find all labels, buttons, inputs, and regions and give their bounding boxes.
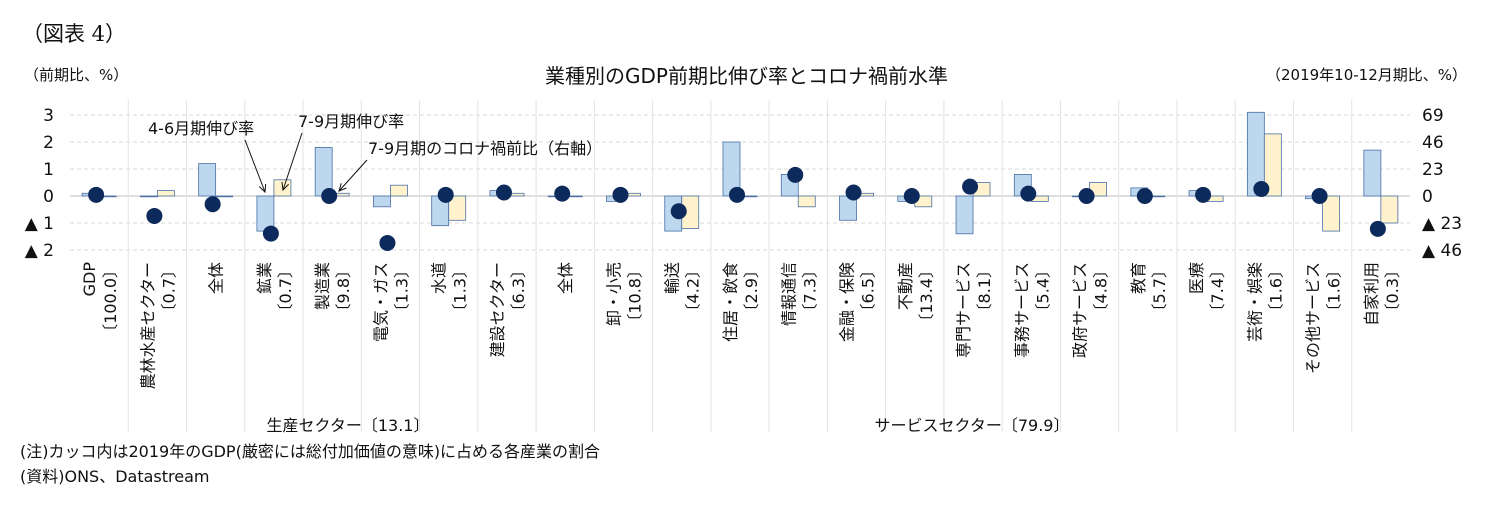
- figure-label: （図表 4）: [22, 22, 127, 46]
- sector-label: 生産セクター〔13.1〕: [267, 416, 430, 435]
- data-point: [1020, 185, 1037, 202]
- bar: [1363, 149, 1382, 197]
- category-label: 卸・小売 〔10.8〕: [604, 262, 644, 330]
- category-label: 芸術・娯楽 〔1.6〕: [1245, 262, 1285, 342]
- data-point: [262, 225, 279, 242]
- right-tick-label: 23: [1422, 160, 1444, 180]
- category-label: 政府サービス 〔4.8〕: [1071, 262, 1111, 358]
- data-point: [437, 186, 454, 203]
- bar: [1380, 195, 1399, 224]
- data-point: [1369, 220, 1386, 237]
- right-axis-unit: （2019年10-12月期比、%）: [1265, 66, 1467, 84]
- left-axis-unit: （前期比、%）: [24, 66, 129, 84]
- chart-note: (注)カッコ内は2019年のGDP(厳密には総付加価値の意味)に占める各産業の割…: [20, 442, 601, 461]
- right-tick-label: ▲ 23: [1422, 214, 1462, 234]
- data-point: [554, 185, 571, 202]
- bar: [448, 195, 467, 221]
- category-label: 輸送 〔4.2〕: [663, 262, 703, 319]
- chart-source: (資料)ONS、Datastream: [20, 467, 210, 486]
- annotation-label: 4-6月期伸び率: [148, 119, 254, 138]
- data-point: [612, 186, 629, 203]
- category-label: 全体: [556, 262, 575, 294]
- data-point: [670, 203, 687, 220]
- bar: [390, 184, 408, 197]
- left-tick-label: 0: [43, 187, 54, 207]
- annotation-arrowhead: [281, 182, 289, 192]
- category-label: 情報通信 〔7.3〕: [779, 262, 819, 326]
- category-label: 不動産 〔13.4〕: [896, 262, 936, 330]
- annotation-label: 7-9月期のコロナ禍前比（右軸）: [368, 139, 602, 158]
- bar: [797, 195, 816, 208]
- annotation-label: 7-9月期伸び率: [298, 112, 404, 131]
- category-label: GDP 〔100.0〕: [80, 262, 120, 340]
- data-point: [962, 178, 979, 195]
- right-tick-label: 46: [1422, 133, 1444, 153]
- category-label: 鉱業 〔0.7〕: [255, 262, 295, 319]
- category-label: 農林水産セクター 〔0.7〕: [138, 262, 178, 389]
- bar: [1322, 195, 1341, 232]
- data-point: [379, 234, 396, 251]
- chart-title: 業種別のGDP前期比伸び率とコロナ禍前水準: [545, 64, 948, 88]
- left-tick-label: 2: [43, 133, 54, 153]
- category-label: 水道 〔1.3〕: [430, 262, 470, 319]
- data-point: [1078, 188, 1095, 204]
- annotation-arrowhead: [338, 183, 347, 192]
- left-tick-label: ▲ 1: [25, 214, 54, 234]
- left-tick-label: 1: [43, 160, 54, 180]
- category-label: 建設セクター 〔6.3〕: [488, 262, 528, 357]
- category-label: 製造業 〔9.8〕: [313, 262, 353, 319]
- category-label: 教育 〔5.7〕: [1129, 262, 1169, 319]
- category-label: 専門サービス 〔8.1〕: [954, 262, 994, 358]
- bar: [955, 195, 974, 235]
- bar: [1263, 133, 1282, 197]
- data-point: [321, 188, 338, 204]
- right-tick-label: 0: [1422, 187, 1433, 207]
- data-point: [495, 184, 512, 201]
- bar: [198, 163, 217, 197]
- data-point: [1195, 186, 1212, 203]
- category-label: 医療 〔7.4〕: [1187, 262, 1227, 319]
- data-point: [1136, 188, 1153, 204]
- data-point: [146, 207, 163, 224]
- data-point: [787, 166, 804, 183]
- chart-canvas: 3 2 1 0 ▲ 1 ▲ 2 69 46 23 0 ▲ 23 ▲ 46 GDP 〔100.0〕 農林水…: [25, 100, 1462, 435]
- left-tick-label: 3: [43, 106, 54, 126]
- data-point: [1253, 180, 1270, 197]
- data-point: [729, 186, 745, 203]
- category-label: 金融・保険 〔6.5〕: [838, 262, 878, 342]
- sector-label: サービスセクター〔79.9〕: [875, 416, 1070, 435]
- right-tick-label: 69: [1422, 106, 1444, 126]
- bar: [139, 195, 158, 198]
- bar: [373, 195, 391, 208]
- data-point: [845, 184, 862, 201]
- category-label: 電気・ガス 〔1.3〕: [371, 262, 411, 342]
- category-label: 全体: [207, 262, 226, 294]
- data-point: [88, 186, 105, 203]
- category-label: 事務サービス 〔5.4〕: [1012, 262, 1052, 358]
- right-tick-label: ▲ 46: [1422, 241, 1462, 261]
- annotation-arrow: [244, 139, 266, 193]
- category-label: 自家利用 〔0.3〕: [1362, 262, 1402, 326]
- category-label: 住居・飲食 〔2.9〕: [721, 262, 761, 342]
- annotation-arrowhead: [258, 183, 267, 194]
- data-point: [204, 196, 221, 213]
- bar: [156, 190, 175, 197]
- annotation-arrow: [338, 159, 368, 192]
- bar: [215, 195, 234, 198]
- annotation-arrow: [282, 132, 303, 191]
- data-point: [903, 188, 920, 204]
- category-label: その他サービス 〔1.6〕: [1304, 262, 1344, 374]
- left-tick-label: ▲ 2: [25, 241, 54, 261]
- data-point: [1311, 188, 1328, 204]
